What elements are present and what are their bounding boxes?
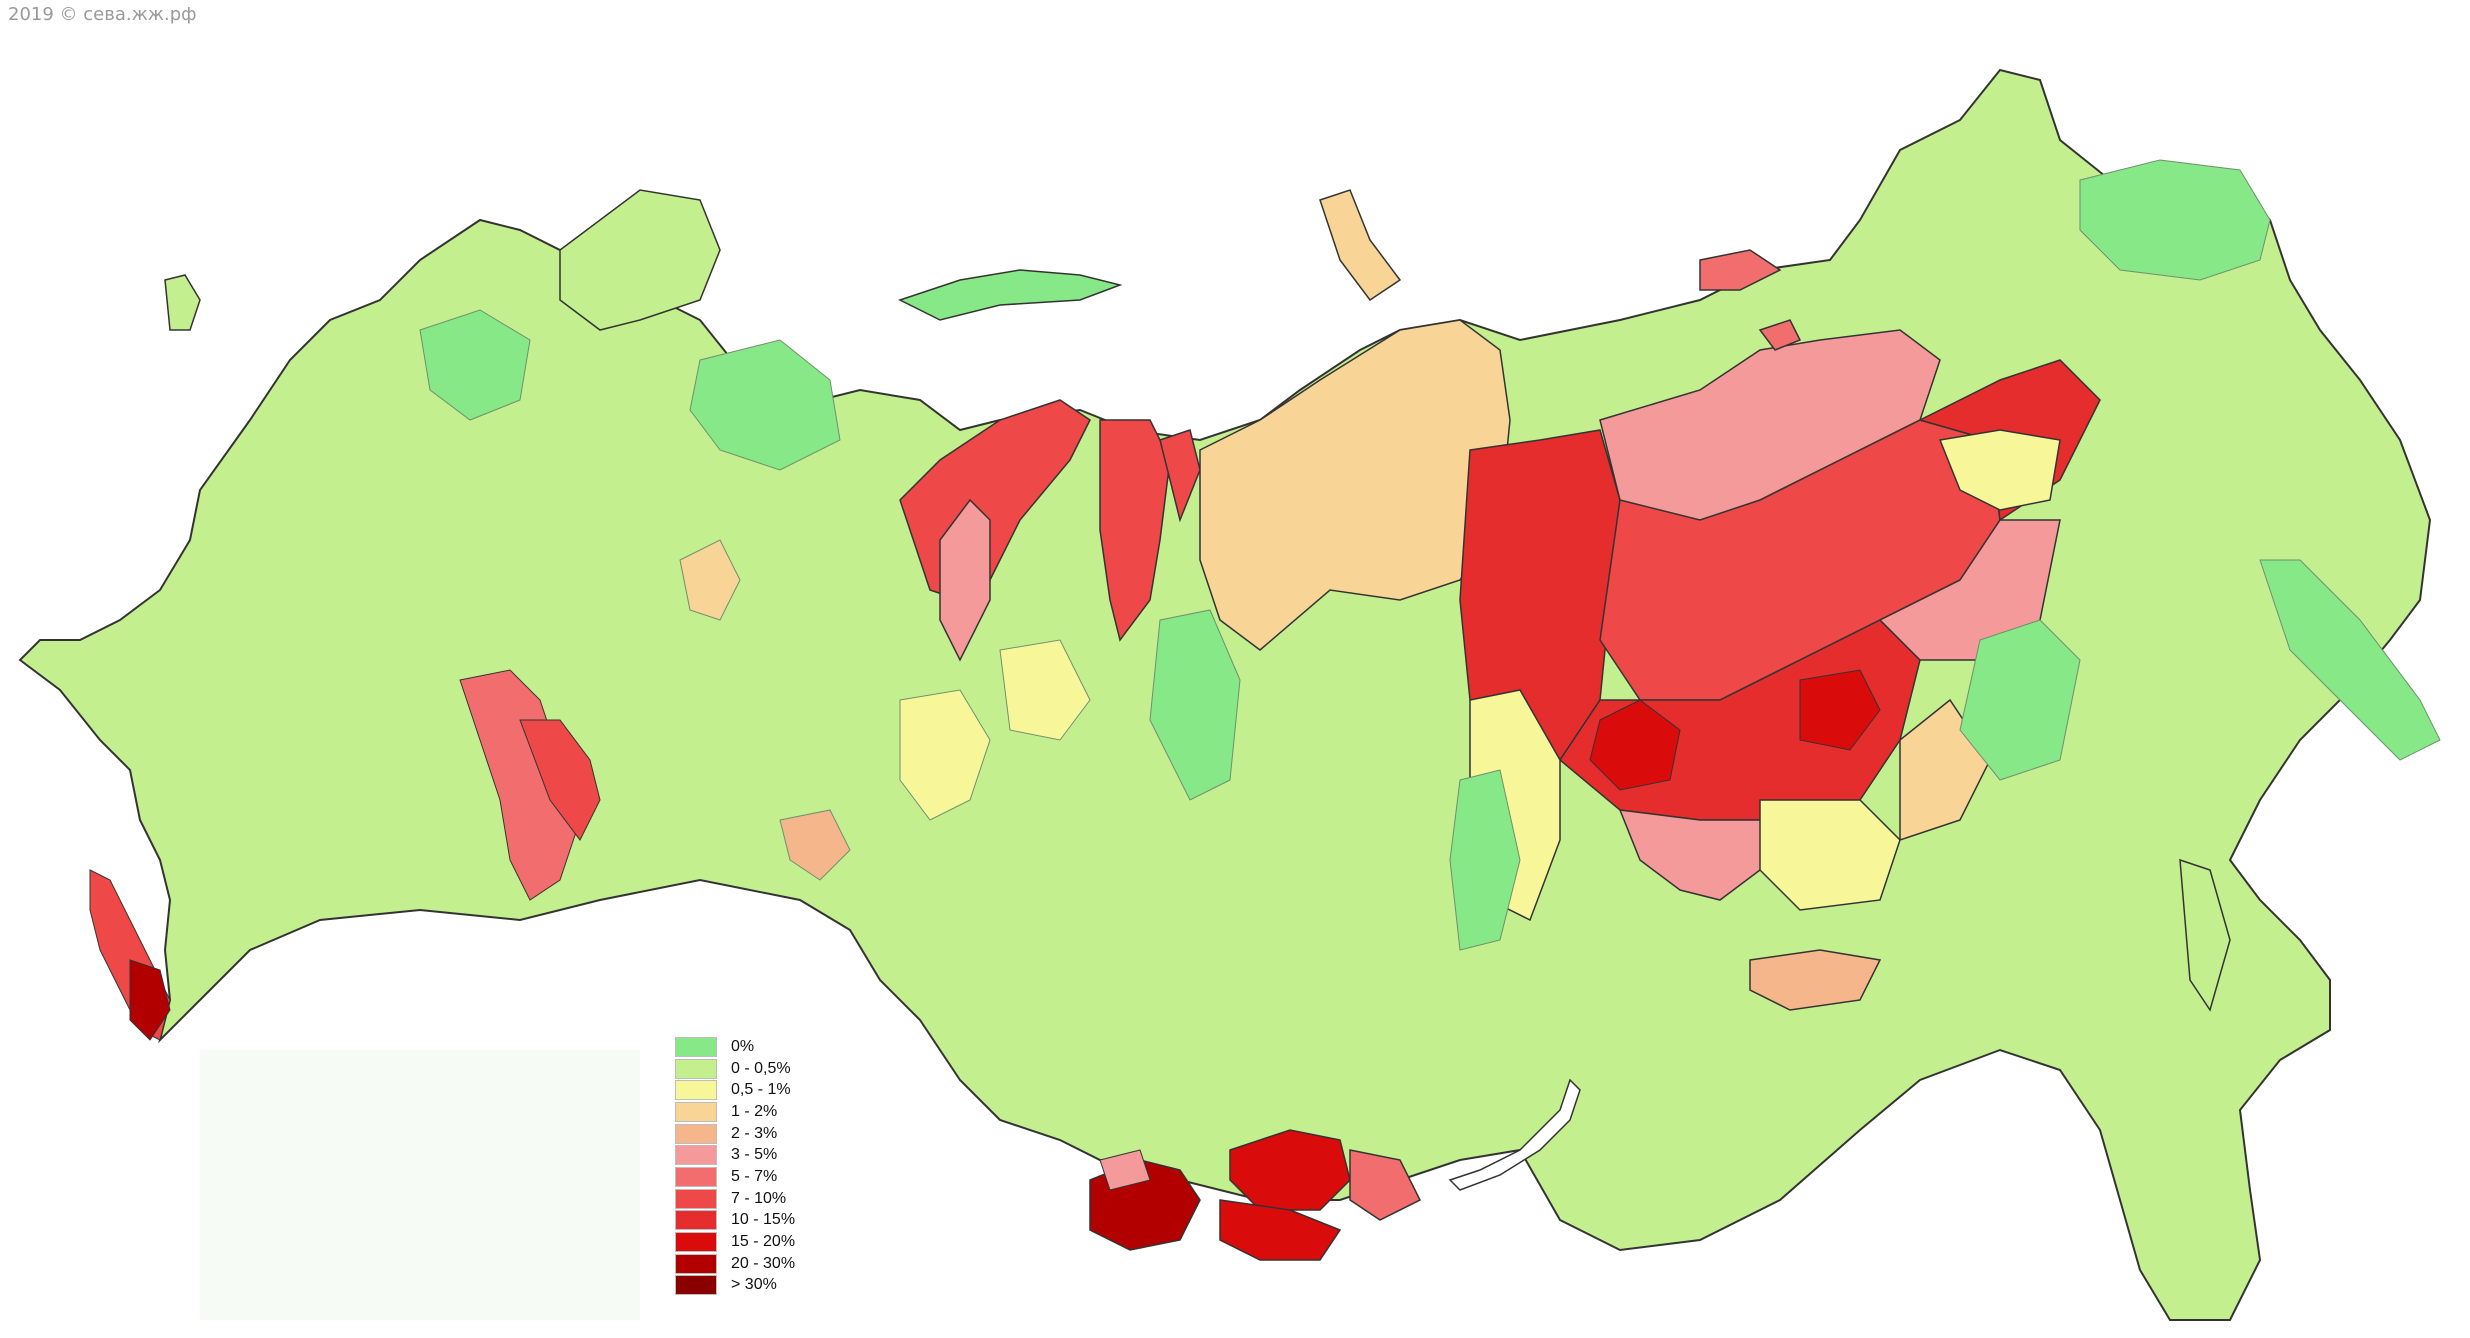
legend-item: 7 - 10% [675,1188,795,1210]
legend-item: 0% [675,1036,795,1058]
legend-swatch [675,1036,717,1057]
legend-item: 1 - 2% [675,1101,795,1123]
legend-item: 10 - 15% [675,1210,795,1232]
legend-item: 0 - 0,5% [675,1058,795,1080]
krasnoyarsk-0pct [1449,769,1521,951]
gydan [1159,429,1201,523]
legend-label: 10 - 15% [731,1211,796,1229]
dagestan [129,959,171,1041]
severnaya-zemlya [1319,189,1402,302]
legend-item: 3 - 5% [675,1144,795,1166]
nenets [939,498,991,662]
new-siberian-islands [1699,249,1782,291]
yakutia-south [1618,809,1782,901]
kaliningrad [164,274,201,331]
sakhalin [2179,858,2231,1012]
tyva [1229,1129,1351,1211]
legend-item: 5 - 7% [675,1166,795,1188]
legend-swatch [675,1166,717,1187]
legend-item: 15 - 20% [675,1231,795,1253]
legend-label: 0 - 0,5% [731,1059,791,1077]
legend-label: 2 - 3% [731,1124,778,1142]
legend-item: 2 - 3% [675,1123,795,1145]
legend-label: 20 - 30% [731,1254,796,1272]
middle-volga-2 [519,719,601,841]
legend-label: 0% [731,1037,755,1055]
tomsk-0pct [1149,609,1241,801]
legend-swatch [675,1123,717,1144]
legend-item: 20 - 30% [675,1253,795,1275]
legend-swatch [675,1232,717,1253]
map-legend: 0% 0 - 0,5% 0,5 - 1% 1 - 2% 2 - 3% 3 - 5% 5 - … [675,1036,795,1296]
west-1-2 [679,539,741,621]
lake-baikal [1448,1078,1581,1191]
kola-karelia [559,189,721,331]
buryatia [1349,1149,1422,1221]
legend-label: 15 - 20% [731,1233,796,1251]
legend-label: 1 - 2% [731,1102,778,1120]
yugra-yellow [999,639,1091,741]
yamal [1099,419,1171,642]
middle-volga [459,669,581,901]
arctic-islands-west [898,269,1123,321]
legend-item: > 30% [675,1275,795,1297]
faint-background-box [200,1050,640,1320]
legend-label: 5 - 7% [731,1167,778,1185]
yakutia-hotspot-2 [1799,669,1881,751]
yakutia-hotspot [1589,699,1681,791]
legend-swatch [675,1101,717,1122]
legend-swatch [675,1210,717,1231]
tyva-south [1219,1199,1342,1261]
northwest-0pct [419,309,531,421]
legend-swatch [675,1058,717,1079]
chukotka [2079,159,2271,281]
west-2-3 [779,809,851,881]
legend-label: 7 - 10% [731,1189,787,1207]
legend-swatch [675,1145,717,1166]
khakassia [1099,1149,1151,1191]
copyright-text: 2019 © сева.жж.рф [8,4,197,25]
new-siberian-islands-2 [1758,319,1802,351]
legend-swatch [675,1253,717,1274]
legend-label: > 30% [731,1276,777,1294]
kamchatka [2259,559,2441,761]
legend-swatch [675,1275,717,1296]
zabaikalsky-orange [1749,949,1882,1011]
legend-label: 0,5 - 1% [731,1081,791,1099]
legend-swatch [675,1188,717,1209]
legend-swatch [675,1080,717,1101]
legend-item: 0,5 - 1% [675,1079,795,1101]
magadan-0pct [1959,619,2081,781]
kolyma [1938,429,2061,511]
urals-yellow [899,689,991,821]
legend-label: 3 - 5% [731,1146,778,1164]
irkutsk-north [1759,799,1901,911]
arkhangelsk [689,339,841,471]
